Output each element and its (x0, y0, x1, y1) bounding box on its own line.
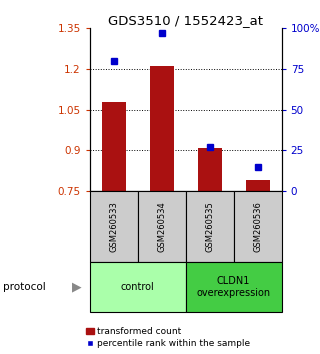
Text: GSM260534: GSM260534 (157, 201, 166, 252)
Text: CLDN1
overexpression: CLDN1 overexpression (196, 276, 271, 298)
Bar (186, 191, 234, 262)
Bar (150, 66, 174, 191)
Legend: transformed count, percentile rank within the sample: transformed count, percentile rank withi… (84, 325, 252, 349)
Text: GSM260533: GSM260533 (109, 201, 118, 252)
Text: GSM260535: GSM260535 (205, 201, 214, 252)
Text: control: control (121, 282, 155, 292)
Bar (90, 191, 138, 262)
Title: GDS3510 / 1552423_at: GDS3510 / 1552423_at (108, 14, 263, 27)
Text: GSM260536: GSM260536 (253, 201, 262, 252)
Text: protocol: protocol (3, 282, 46, 292)
Bar (102, 102, 126, 191)
Bar (246, 180, 270, 191)
Bar (90, 262, 186, 312)
Bar (138, 191, 186, 262)
Bar (186, 262, 282, 312)
Text: ▶: ▶ (72, 280, 82, 293)
Bar (198, 148, 222, 191)
Bar (234, 191, 282, 262)
